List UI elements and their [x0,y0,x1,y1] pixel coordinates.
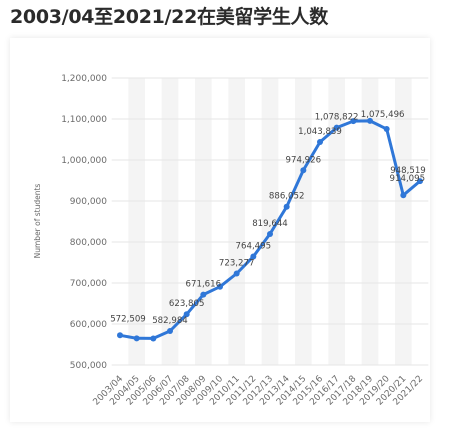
column-band [395,78,412,365]
data-point[interactable] [383,126,390,133]
data-point[interactable] [400,192,407,199]
data-label: 1,078,822 [315,113,359,123]
data-point[interactable] [117,332,123,339]
column-band [295,78,312,365]
data-label: 623,805 [169,299,205,309]
y-tick-label: 900,000 [70,197,107,207]
data-label: 582,984 [152,316,188,326]
page-title: 2003/04至2021/22在美留学生人数 [10,6,328,28]
data-point[interactable] [283,203,290,210]
column-band [128,78,145,365]
column-band [195,78,212,365]
data-point[interactable] [367,117,373,124]
y-axis-ticks: 500,000 600,000 700,000 800,000 900,000 1,000… [61,74,107,371]
data-point[interactable] [267,230,273,237]
data-label: 974,926 [286,155,322,165]
data-label: 723,277 [219,258,255,268]
data-point[interactable] [150,335,157,342]
data-point[interactable] [300,167,307,174]
y-tick-label: 1,000,000 [61,156,107,166]
data-label: 819,644 [252,219,288,229]
data-label: 1,075,496 [361,110,405,120]
gridlines [111,77,429,366]
column-band [261,78,279,365]
line-chart: 500,000 600,000 700,000 800,000 900,000 1,000… [33,74,429,408]
column-band [328,78,345,365]
data-labels: 572,509 582,984 623,805 671,616 723,277 764,4… [110,110,426,326]
y-tick-label: 500,000 [70,361,107,371]
data-point[interactable] [200,291,207,298]
data-point[interactable] [417,178,423,185]
chart-card: 500,000 600,000 700,000 800,000 900,000 1,000… [10,38,430,422]
data-label: 572,509 [110,314,146,324]
y-tick-label: 1,200,000 [61,74,107,84]
data-point[interactable] [217,283,223,290]
data-point[interactable] [167,327,173,334]
data-point[interactable] [350,118,357,125]
x-axis-ticks: 2003/042004/052005/062006/072007/082008/… [92,374,426,408]
data-label: 671,616 [186,280,222,290]
column-band [228,78,245,365]
data-point[interactable] [333,124,340,131]
column-band [161,78,179,365]
data-label: 914,095 [390,174,426,184]
data-point[interactable] [250,253,257,260]
data-label: 1,043,839 [298,127,342,137]
data-point[interactable] [133,335,140,342]
y-tick-label: 800,000 [70,238,107,248]
data-point[interactable] [233,270,240,277]
data-label: 886,052 [269,192,305,202]
column-bands [128,78,412,365]
y-tick-label: 700,000 [70,279,107,289]
data-label: 764,495 [236,242,272,252]
y-axis-label: Number of students [33,184,42,259]
data-point[interactable] [317,139,323,146]
y-tick-label: 1,100,000 [61,115,107,125]
y-tick-label: 600,000 [70,320,107,330]
data-label: 948,519 [390,166,426,176]
series-points [117,117,423,342]
data-point[interactable] [183,311,190,318]
column-band [361,78,379,365]
